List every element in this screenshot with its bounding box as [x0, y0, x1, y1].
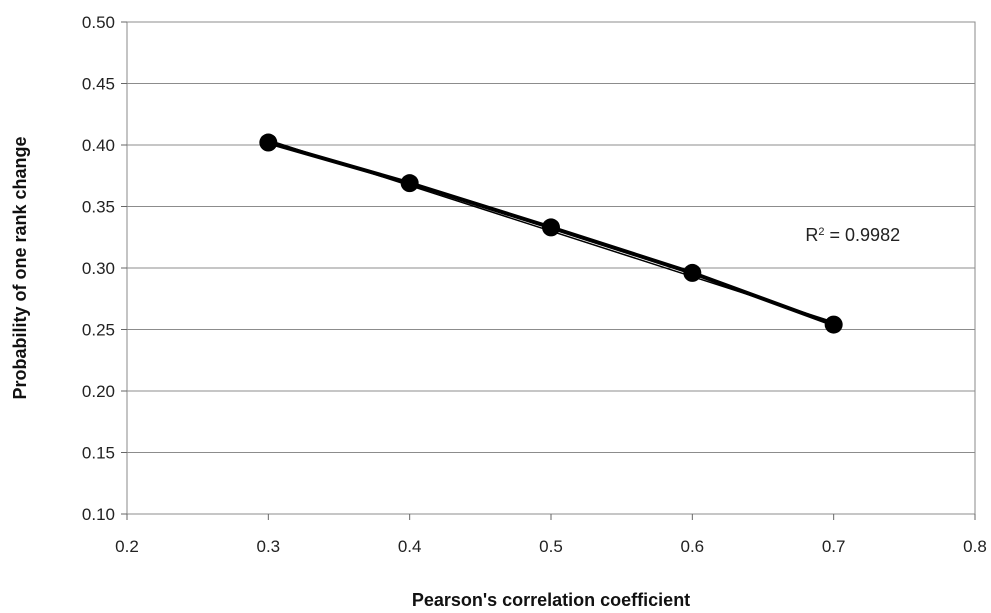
- data-point: [259, 133, 278, 152]
- y-tick-label: 0.20: [82, 382, 115, 401]
- y-axis-title: Probability of one rank change: [10, 136, 30, 399]
- x-tick-label: 0.5: [539, 537, 563, 556]
- y-tick-label: 0.15: [82, 444, 115, 463]
- x-tick-label: 0.3: [257, 537, 281, 556]
- x-tick-label: 0.6: [681, 537, 705, 556]
- x-tick-label: 0.8: [963, 537, 987, 556]
- series-group: [259, 133, 843, 334]
- x-axis-title: Pearson's correlation coefficient: [412, 590, 690, 610]
- annotation-superscript: 2: [818, 226, 824, 238]
- y-axis-ticks: 0.10 0.15 0.20 0.25 0.30 0.35 0.40 0.45 0.50: [82, 13, 127, 524]
- y-tick-label: 0.50: [82, 13, 115, 32]
- y-tick-label: 0.10: [82, 505, 115, 524]
- y-tick-label: 0.40: [82, 136, 115, 155]
- x-tick-label: 0.4: [398, 537, 422, 556]
- x-tick-label: 0.7: [822, 537, 846, 556]
- y-tick-label: 0.35: [82, 198, 115, 217]
- y-tick-label: 0.45: [82, 75, 115, 94]
- data-point: [400, 174, 419, 193]
- data-point: [824, 315, 843, 334]
- x-tick-label: 0.2: [115, 537, 139, 556]
- data-point: [683, 263, 702, 282]
- x-axis-ticks: 0.2 0.3 0.4 0.5 0.6 0.7 0.8: [115, 514, 987, 556]
- annotation-r-squared: R2 = 0.9982: [805, 225, 900, 245]
- data-point: [542, 218, 560, 237]
- y-tick-label: 0.30: [82, 259, 115, 278]
- y-tick-label: 0.25: [82, 321, 115, 340]
